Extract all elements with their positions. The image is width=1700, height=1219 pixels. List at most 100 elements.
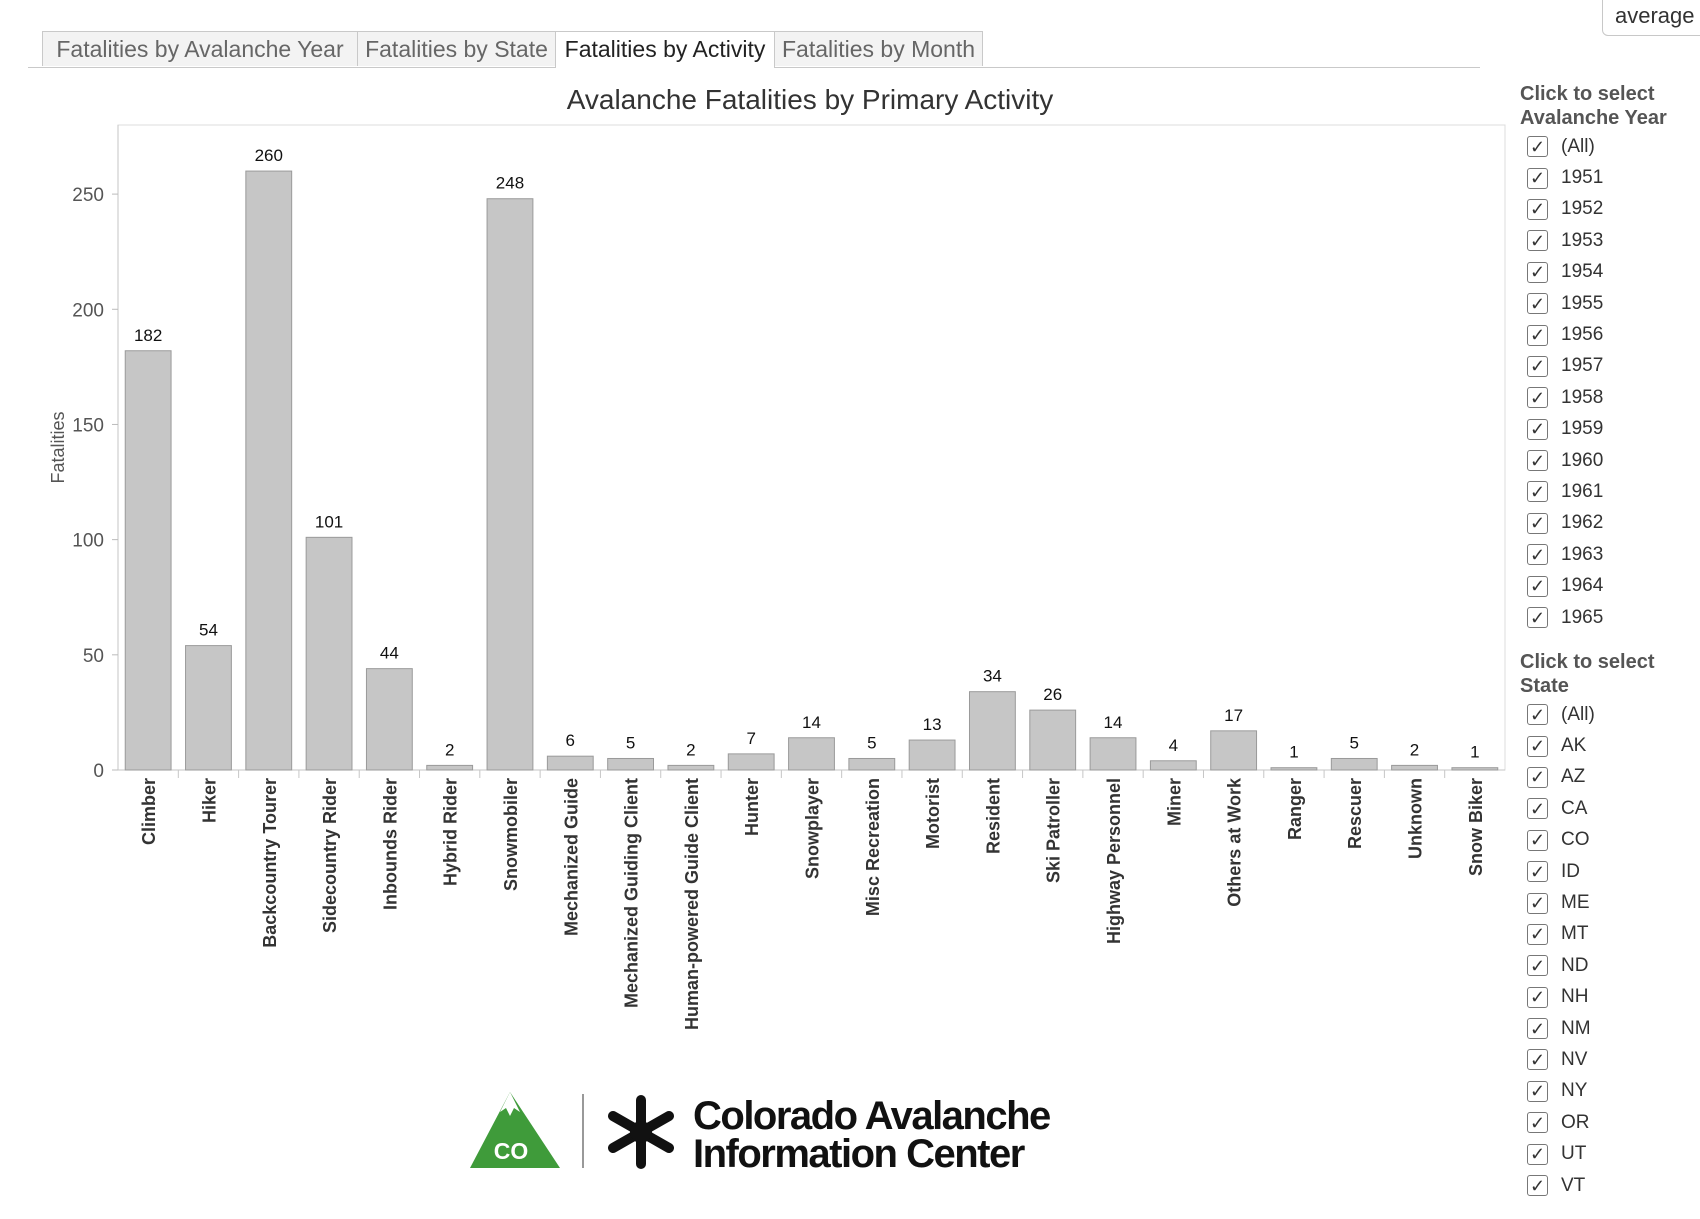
checkbox-checked-icon[interactable]: ✓ (1527, 861, 1548, 883)
year-filter-option[interactable]: ✓ 1955 (1520, 288, 1700, 319)
logo-line2: Information Center (693, 1132, 1025, 1176)
checkbox-checked-icon[interactable]: ✓ (1527, 1018, 1548, 1040)
checkbox-checked-icon[interactable]: ✓ (1527, 829, 1548, 851)
year-filter-option[interactable]: ✓ 1963 (1520, 539, 1700, 570)
state-filter-option[interactable]: ✓ NH (1520, 982, 1700, 1013)
checkbox-checked-icon[interactable]: ✓ (1527, 198, 1548, 220)
state-filter-option-label: NV (1561, 1048, 1588, 1070)
logo-wordmark: Colorado Avalanche Information Center (693, 1096, 1051, 1176)
year-filter-option[interactable]: ✓ 1956 (1520, 319, 1700, 350)
state-filter-option[interactable]: ✓ AZ (1520, 762, 1700, 793)
checkbox-checked-icon[interactable]: ✓ (1527, 892, 1548, 914)
state-filter-option[interactable]: ✓ NM (1520, 1013, 1700, 1044)
snowcap-icon (500, 1092, 520, 1116)
year-filter-option[interactable]: ✓ 1952 (1520, 194, 1700, 225)
checkbox-checked-icon[interactable]: ✓ (1527, 1112, 1548, 1134)
year-filter-option[interactable]: ✓ (All) (1520, 131, 1700, 162)
bar-chart: 050100150200250Fatalities182Climber54Hik… (48, 124, 1506, 1030)
state-filter-option-label: CA (1561, 797, 1588, 819)
bar (848, 757, 896, 771)
year-filter-option[interactable]: ✓ 1961 (1520, 476, 1700, 507)
checkbox-checked-icon[interactable]: ✓ (1527, 293, 1548, 315)
year-filter-option[interactable]: ✓ 1959 (1520, 414, 1700, 445)
checkbox-checked-icon[interactable]: ✓ (1527, 261, 1548, 283)
bar (1029, 709, 1077, 771)
checkbox-checked-icon[interactable]: ✓ (1527, 766, 1548, 788)
state-filter-option-label: UT (1561, 1143, 1587, 1165)
year-filter-option[interactable]: ✓ 1953 (1520, 225, 1700, 256)
checkbox-checked-icon[interactable]: ✓ (1527, 704, 1548, 726)
year-filter-option[interactable]: ✓ 1965 (1520, 602, 1700, 633)
state-filter-option[interactable]: ✓ UT (1520, 1138, 1700, 1169)
checkbox-checked-icon[interactable]: ✓ (1527, 575, 1548, 597)
state-filter-option[interactable]: ✓ MT (1520, 919, 1700, 950)
checkbox-checked-icon[interactable]: ✓ (1527, 1175, 1548, 1197)
checkbox-checked-icon[interactable]: ✓ (1527, 923, 1548, 945)
state-filter-option[interactable]: ✓ OR (1520, 1107, 1700, 1138)
state-filter-option[interactable]: ✓ ID (1520, 856, 1700, 887)
state-filter-option[interactable]: ✓ (All) (1520, 699, 1700, 730)
year-filter-option[interactable]: ✓ 1960 (1520, 445, 1700, 476)
bar-value-label: 14 (802, 713, 821, 732)
bar (185, 645, 232, 771)
checkbox-checked-icon[interactable]: ✓ (1527, 481, 1548, 503)
year-filter-title-line1: Click to select (1520, 83, 1655, 105)
bar-value-label: 5 (1350, 733, 1359, 752)
state-filter-option-label: OR (1561, 1111, 1590, 1133)
x-category-label: Hiker (199, 778, 219, 823)
year-filter-option-label: 1965 (1561, 606, 1604, 628)
state-filter-option[interactable]: ✓ AK (1520, 730, 1700, 761)
bar-value-label: 101 (315, 512, 343, 531)
checkbox-checked-icon[interactable]: ✓ (1527, 136, 1548, 158)
state-filter-option-label: ND (1561, 954, 1589, 976)
x-category-label: Rescuer (1345, 778, 1365, 849)
snowflake-center (630, 1121, 652, 1143)
state-filter-option[interactable]: ✓ ND (1520, 950, 1700, 981)
bar-value-label: 54 (199, 621, 218, 640)
tab-fatalities-by-state[interactable]: Fatalities by State (357, 31, 556, 66)
checkbox-checked-icon[interactable]: ✓ (1527, 450, 1548, 472)
state-filter-option[interactable]: ✓ NY (1520, 1076, 1700, 1107)
state-filter-option-label: VT (1561, 1174, 1586, 1196)
state-filter-option[interactable]: ✓ CO (1520, 825, 1700, 856)
checkbox-checked-icon[interactable]: ✓ (1527, 418, 1548, 440)
bar (245, 170, 293, 771)
checkbox-checked-icon[interactable]: ✓ (1527, 167, 1548, 189)
year-filter-option[interactable]: ✓ 1958 (1520, 382, 1700, 413)
bar-value-label: 6 (566, 731, 575, 750)
checkbox-checked-icon[interactable]: ✓ (1527, 955, 1548, 977)
checkbox-checked-icon[interactable]: ✓ (1527, 230, 1548, 252)
checkbox-checked-icon[interactable]: ✓ (1527, 1080, 1548, 1102)
checkbox-checked-icon[interactable]: ✓ (1527, 607, 1548, 629)
year-filter-option[interactable]: ✓ 1954 (1520, 257, 1700, 288)
checkbox-checked-icon[interactable]: ✓ (1527, 735, 1548, 757)
checkbox-checked-icon[interactable]: ✓ (1527, 387, 1548, 409)
year-filter-option[interactable]: ✓ 1962 (1520, 508, 1700, 539)
checkbox-checked-icon[interactable]: ✓ (1527, 544, 1548, 566)
year-filter-option[interactable]: ✓ 1951 (1520, 162, 1700, 193)
checkbox-checked-icon[interactable]: ✓ (1527, 986, 1548, 1008)
tab-fatalities-by-activity[interactable]: Fatalities by Activity (555, 31, 775, 68)
aggregation-select[interactable]: average (1602, 0, 1700, 36)
state-filter-option[interactable]: ✓ ME (1520, 887, 1700, 918)
tab-fatalities-by-avalanche-year[interactable]: Fatalities by Avalanche Year (42, 31, 358, 66)
state-filter-option[interactable]: ✓ NV (1520, 1044, 1700, 1075)
state-filter: Click to select State ✓ (All) ✓ AK ✓ AZ ✓ CA ✓ CO… (1520, 650, 1700, 1201)
state-filter-option[interactable]: ✓ CA (1520, 793, 1700, 824)
checkbox-checked-icon[interactable]: ✓ (1527, 324, 1548, 346)
checkbox-checked-icon[interactable]: ✓ (1527, 512, 1548, 534)
state-filter-option-label: NM (1561, 1017, 1591, 1039)
year-filter-option[interactable]: ✓ 1964 (1520, 570, 1700, 601)
checkbox-checked-icon[interactable]: ✓ (1527, 798, 1548, 820)
state-filter-option[interactable]: ✓ VT (1520, 1170, 1700, 1201)
year-filter-option[interactable]: ✓ 1957 (1520, 351, 1700, 382)
x-category-label: Human-powered Guide Client (682, 778, 702, 1030)
bar (667, 764, 715, 771)
tab-fatalities-by-month[interactable]: Fatalities by Month (774, 31, 983, 66)
checkbox-checked-icon[interactable]: ✓ (1527, 355, 1548, 377)
checkbox-checked-icon[interactable]: ✓ (1527, 1049, 1548, 1071)
checkbox-checked-icon[interactable]: ✓ (1527, 1143, 1548, 1165)
bar-value-label: 2 (1410, 740, 1419, 759)
bar (305, 536, 353, 771)
state-filter-option-label: (All) (1561, 703, 1595, 725)
